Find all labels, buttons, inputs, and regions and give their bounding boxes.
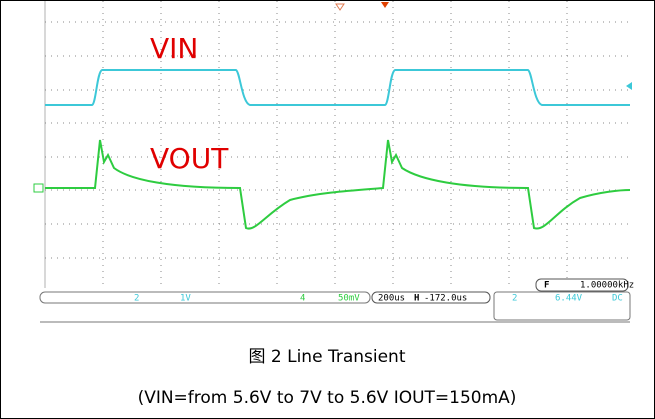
- meas: 6.44V: [555, 294, 583, 304]
- vin-trace: [45, 69, 630, 106]
- trigger-marker: [335, 3, 345, 11]
- freq: 1.00000kHz: [580, 281, 634, 291]
- freq-badge: F: [544, 281, 549, 291]
- caption-title: 图 2 Line Transient: [248, 347, 405, 367]
- vin-label: VIN: [150, 32, 198, 65]
- coupling: DC: [612, 294, 623, 304]
- position-marker: [381, 2, 389, 8]
- ch2-badge: 2: [134, 294, 139, 304]
- meas-box: [493, 291, 631, 321]
- delay: -172.0us: [424, 294, 467, 304]
- vout-marker: [33, 183, 44, 193]
- meas-badge: 2: [512, 294, 517, 304]
- ch4-badge: 4: [300, 294, 305, 304]
- scope-screen: [30, 1, 634, 326]
- vout-trace: [45, 139, 631, 230]
- caption-conditions: (VIN=from 5.6V to 7V to 5.6V IOUT=150mA): [138, 388, 517, 408]
- ch2-scale: 1V: [180, 294, 191, 304]
- vout-label: VOUT: [150, 142, 229, 175]
- ch4-scale: 50mV: [338, 294, 360, 304]
- timebase: 200us: [378, 294, 405, 304]
- channel-bar: [39, 291, 371, 304]
- vin-marker: [626, 82, 632, 90]
- delay-badge: H: [414, 294, 419, 304]
- freq-box: [535, 278, 629, 292]
- timebase-box: [371, 291, 491, 304]
